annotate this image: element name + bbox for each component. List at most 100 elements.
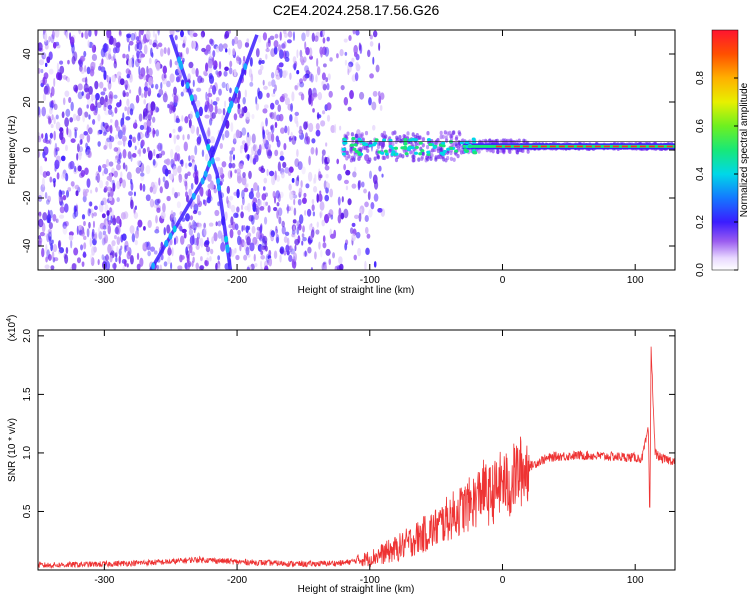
spectrogram-x-axis-label: Height of straight line (km) [298, 285, 415, 296]
spectrogram-noise-cell [153, 148, 156, 157]
spectrogram-noise-cell [196, 222, 200, 228]
spectrogram-noise-cell [126, 251, 131, 260]
spectrogram-noise-cell [80, 67, 85, 74]
spectrogram-noise-cell [257, 35, 262, 43]
spectrogram-noise-cell [38, 240, 42, 247]
spectrogram-noise-cell [224, 66, 229, 72]
spectrogram-noise-cell [294, 238, 300, 246]
spectrogram-noise-cell [88, 114, 91, 120]
spectrogram-noise-cell [311, 226, 315, 233]
spectrogram-noise-cell [44, 43, 49, 50]
spectrogram-noise-cell [291, 177, 295, 183]
spectrogram-noise-cell [157, 42, 163, 48]
carrier-scatter-cell [471, 137, 476, 141]
spectrogram-noise-cell [200, 30, 206, 38]
spectrogram-noise-cell [60, 173, 66, 180]
spectrogram-noise-cell [296, 69, 300, 75]
spectrogram-noise-cell [89, 201, 93, 207]
spectrogram-noise-cell [338, 256, 343, 265]
spectrogram-noise-cell [266, 41, 269, 50]
spectrogram-noise-cell [290, 103, 294, 112]
spectrogram-noise-cell [107, 244, 112, 254]
spectrogram-noise-cell [304, 250, 307, 257]
spectrogram-noise-cell [52, 256, 56, 263]
spectrogram-noise-cell [368, 170, 373, 180]
spectrogram-noise-cell [252, 236, 258, 245]
spectrogram-noise-cell [105, 158, 110, 167]
spectrogram-noise-cell [59, 190, 63, 200]
spectrogram-noise-cell [311, 204, 315, 212]
spectrogram-noise-cell [262, 235, 268, 244]
spectrogram-noise-cell [305, 183, 310, 189]
spectrogram-noise-cell [299, 49, 303, 58]
spectrogram-noise-cell [302, 236, 307, 242]
spectrogram-noise-cell [300, 93, 305, 101]
spectrogram-noise-cell [279, 248, 284, 254]
spectrogram-noise-cell [116, 71, 122, 77]
spectrogram-noise-cell [108, 54, 112, 60]
spectrogram-carrier-cell [349, 147, 353, 152]
spectrogram-noise-cell [340, 212, 345, 220]
spectrogram-noise-cell [102, 171, 105, 176]
spectrogram-noise-cell [269, 170, 275, 177]
spectrogram-noise-cell [208, 72, 213, 80]
spectrogram-noise-cell [364, 154, 370, 162]
spectrogram-noise-cell [369, 41, 374, 47]
spectrogram-noise-cell [172, 157, 176, 165]
spectrogram-noise-cell [90, 189, 93, 194]
spectrogram-noise-cell [286, 203, 289, 214]
spectrogram-noise-cell [64, 144, 68, 152]
spectrogram-noise-cell [232, 138, 237, 145]
spectrogram-trace-highlight [189, 94, 194, 102]
spectrogram-noise-cell [239, 243, 242, 252]
spectrogram-noise-cell [243, 187, 249, 193]
spectrogram-noise-cell [209, 38, 214, 45]
spectrogram-noise-cell [277, 161, 282, 172]
carrier-scatter-cell [406, 147, 411, 152]
spectrogram-noise-cell [179, 160, 184, 165]
spectrogram-noise-cell [214, 104, 218, 115]
spectrogram-noise-cell [88, 86, 93, 95]
spectrogram-noise-cell [103, 122, 109, 130]
spectrogram-noise-cell [194, 145, 198, 156]
spectrogram-noise-cell [84, 167, 89, 176]
spectrogram-carrier-cell [395, 137, 400, 142]
spectrogram-noise-cell [187, 171, 191, 177]
spectrogram-noise-cell [373, 261, 377, 268]
spectrogram-noise-cell [302, 225, 305, 233]
spectrogram-noise-cell [133, 191, 136, 197]
spectrogram-noise-cell [218, 70, 222, 77]
spectrogram-carrier-cell [388, 141, 392, 146]
spectrogram-noise-cell [280, 172, 285, 179]
spectrogram-noise-cell [327, 212, 331, 219]
x-tick-label: 100 [627, 275, 644, 286]
spectrogram-noise-cell [272, 190, 276, 199]
spectrogram-noise-cell [191, 260, 194, 267]
spectrogram-noise-cell [212, 101, 218, 106]
spectrogram-noise-cell [182, 178, 188, 183]
spectrogram-noise-cell [82, 195, 87, 203]
spectrogram-noise-cell [62, 194, 67, 201]
spectrogram-noise-cell [108, 51, 111, 61]
spectrogram-noise-cell [58, 189, 62, 198]
spectrogram-noise-cell [80, 230, 85, 237]
spectrogram-noise-cell [207, 127, 211, 137]
spectrogram-noise-cell [293, 60, 298, 67]
spectrogram-noise-cell [348, 34, 352, 41]
spectrogram-noise-cell [38, 136, 42, 143]
spectrogram-noise-cell [122, 53, 126, 59]
carrier-scatter-cell [341, 147, 346, 151]
spectrogram-noise-cell [310, 267, 313, 270]
spectrogram-noise-cell [188, 228, 194, 236]
spectrogram-noise-cell [43, 72, 49, 80]
spectrogram-noise-cell [299, 128, 302, 136]
spectrogram-carrier-cell [452, 157, 456, 162]
spectrogram-noise-cell [267, 150, 273, 157]
carrier-scatter-cell [390, 152, 395, 156]
spectrogram-noise-cell [90, 103, 95, 112]
spectrogram-noise-cell [145, 165, 151, 175]
spectrogram-noise-cell [46, 233, 50, 243]
spectrogram-noise-cell [205, 246, 211, 253]
spectrogram-carrier-cell [376, 155, 380, 160]
